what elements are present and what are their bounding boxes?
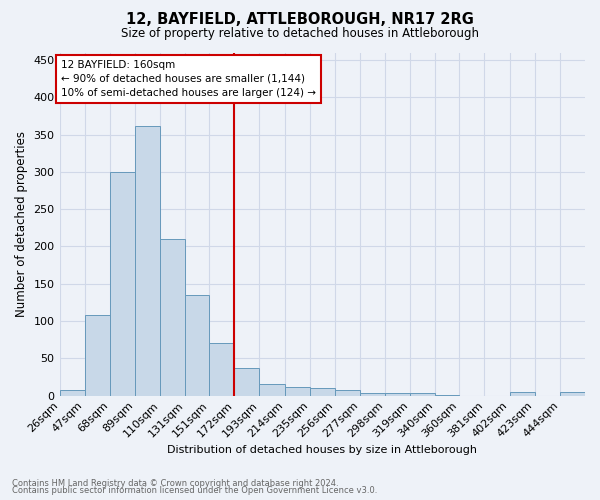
Bar [509,392,535,396]
Text: Contains public sector information licensed under the Open Government Licence v3: Contains public sector information licen… [12,486,377,495]
Bar [110,172,135,396]
Bar [310,388,335,396]
Text: 12, BAYFIELD, ATTLEBOROUGH, NR17 2RG: 12, BAYFIELD, ATTLEBOROUGH, NR17 2RG [126,12,474,28]
Y-axis label: Number of detached properties: Number of detached properties [15,131,28,317]
Bar [360,392,385,396]
X-axis label: Distribution of detached houses by size in Attleborough: Distribution of detached houses by size … [167,445,477,455]
Bar [85,315,110,396]
Bar [209,344,234,396]
Bar [135,126,160,396]
Text: Size of property relative to detached houses in Attleborough: Size of property relative to detached ho… [121,28,479,40]
Bar [185,295,209,396]
Bar [335,390,360,396]
Bar [385,392,410,396]
Bar [284,386,310,396]
Bar [259,384,284,396]
Text: 12 BAYFIELD: 160sqm
← 90% of detached houses are smaller (1,144)
10% of semi-det: 12 BAYFIELD: 160sqm ← 90% of detached ho… [61,60,316,98]
Bar [436,395,460,396]
Text: Contains HM Land Registry data © Crown copyright and database right 2024.: Contains HM Land Registry data © Crown c… [12,478,338,488]
Bar [410,394,436,396]
Bar [234,368,259,396]
Bar [59,390,85,396]
Bar [560,392,585,396]
Bar [160,239,185,396]
